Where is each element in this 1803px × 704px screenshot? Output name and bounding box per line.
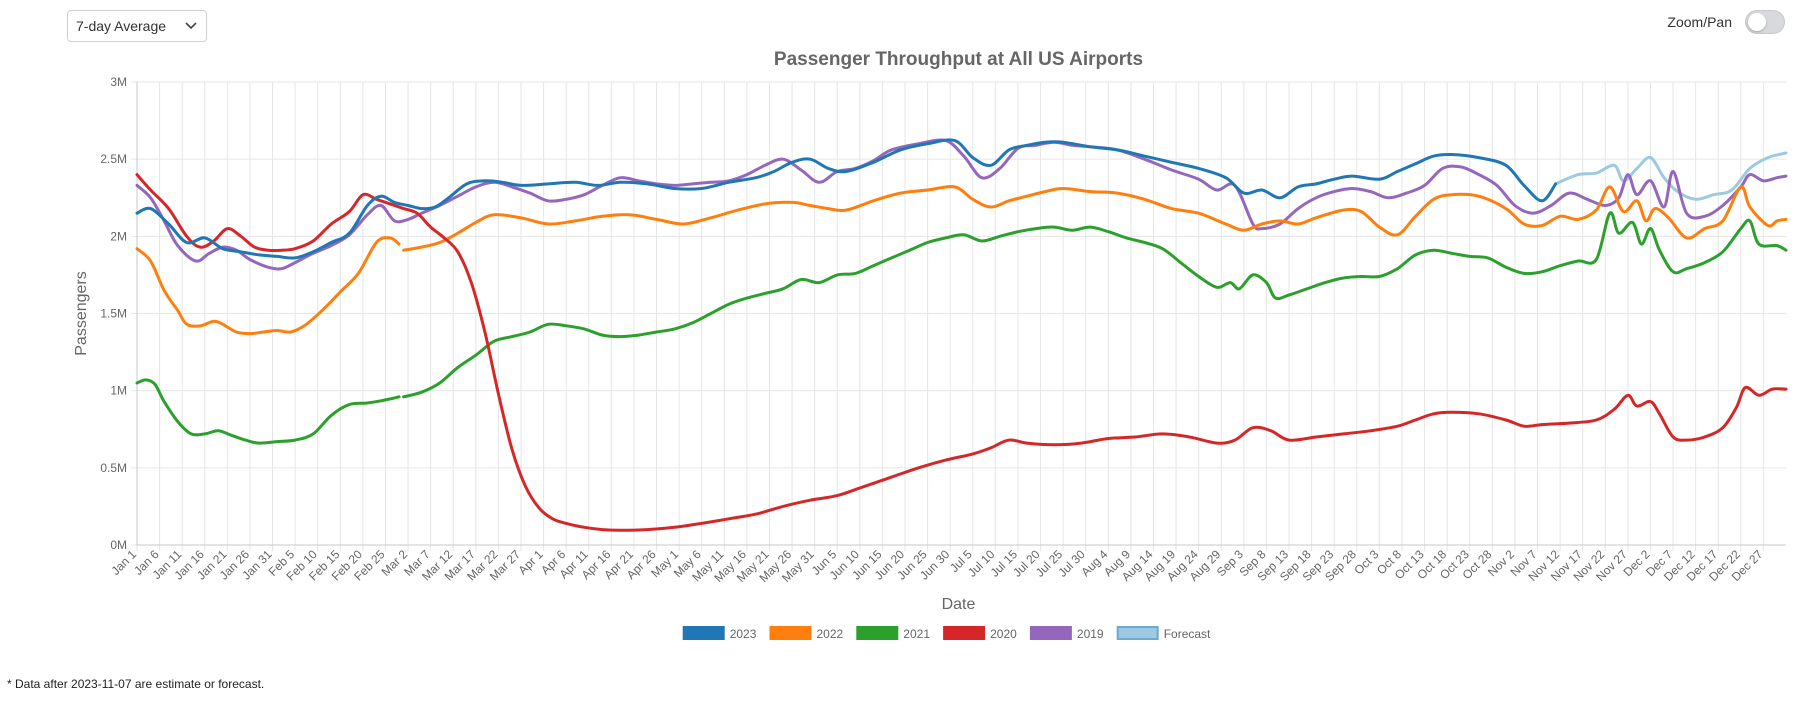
legend-item-2019: 2019	[1029, 626, 1104, 641]
legend-swatch	[682, 626, 725, 640]
legend-swatch	[856, 626, 899, 640]
legend-swatch	[1116, 626, 1159, 640]
series-2019	[135, 138, 1788, 271]
y-tick-label: 2M	[110, 229, 127, 243]
legend-label: 2020	[990, 627, 1017, 641]
series-line-2022	[402, 185, 1788, 252]
x-axis-title: Date	[942, 596, 976, 613]
series-2020	[135, 173, 1788, 532]
legend-swatch	[1029, 626, 1072, 640]
legend-swatch	[769, 626, 812, 640]
series-line-2022	[135, 236, 401, 336]
chart-title: Passenger Throughput at All US Airports	[774, 49, 1143, 70]
legend-item-2022: 2022	[769, 626, 844, 641]
legend-item-forecast: Forecast	[1116, 626, 1211, 641]
series-2022	[135, 185, 1788, 336]
series-line-2023	[135, 138, 1558, 260]
series-forecast	[1554, 151, 1788, 201]
zoom-pan-toggle[interactable]	[1745, 10, 1785, 34]
series-line-2021	[402, 211, 1788, 399]
average-select[interactable]: 7-day Average	[67, 10, 207, 42]
series-line-2019	[135, 138, 1788, 271]
x-tick-label: Apr 1	[516, 547, 546, 577]
legend-item-2021: 2021	[856, 626, 930, 641]
legend-item-2023: 2023	[682, 626, 757, 641]
series-2023	[135, 138, 1558, 260]
legend: 2023 2022 2021 2020 2019 Forecast	[682, 626, 1211, 641]
series-line-forecast	[1554, 151, 1788, 201]
x-tick-label: Oct 3	[1351, 547, 1381, 577]
y-tick-label: 0M	[110, 538, 127, 552]
y-tick-label: 2.5M	[100, 152, 127, 166]
chevron-down-icon	[185, 22, 197, 30]
legend-label: 2022	[817, 627, 844, 641]
legend-item-2020: 2020	[943, 626, 1017, 641]
legend-label: 2021	[903, 627, 930, 641]
legend-label: 2019	[1077, 627, 1104, 641]
grid-lines	[131, 81, 1786, 551]
footnote: * Data after 2023-11-07 are estimate or …	[7, 677, 265, 691]
legend-label: Forecast	[1164, 627, 1211, 641]
legend-swatch	[943, 626, 986, 640]
y-tick-label: 0.5M	[100, 461, 127, 475]
y-tick-label: 1M	[110, 384, 127, 398]
y-tick-label: 3M	[110, 75, 127, 89]
series-line-2021	[135, 378, 401, 445]
average-select-value: 7-day Average	[76, 18, 167, 34]
series-line-2020	[135, 173, 1788, 532]
legend-label: 2023	[730, 627, 757, 641]
y-axis-title: Passengers	[73, 271, 90, 356]
toggle-knob	[1748, 13, 1766, 31]
zoom-pan-label: Zoom/Pan	[1667, 14, 1732, 30]
series-2021	[135, 211, 1788, 445]
y-tick-label: 1.5M	[100, 307, 127, 321]
